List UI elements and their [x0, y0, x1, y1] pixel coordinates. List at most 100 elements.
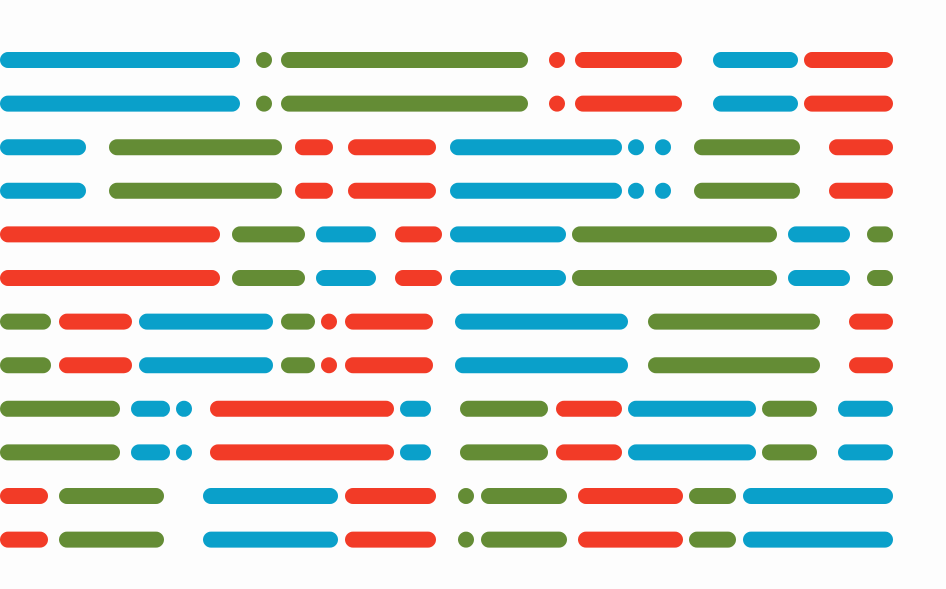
green-dash — [481, 488, 567, 504]
green-dash — [460, 444, 548, 461]
green-dash — [0, 357, 51, 374]
blue-dash — [139, 357, 273, 374]
red-dash — [829, 182, 893, 199]
red-dash — [578, 531, 683, 548]
red-dot — [549, 52, 565, 68]
red-dash — [345, 357, 433, 374]
green-dash — [762, 400, 817, 417]
blue-dash — [400, 400, 431, 417]
red-dash — [345, 313, 433, 330]
blue-dash — [316, 226, 376, 243]
blue-dash — [0, 95, 240, 112]
blue-dot — [176, 444, 192, 461]
dash-rows — [0, 52, 893, 548]
blue-dash — [713, 52, 798, 68]
green-dash — [694, 182, 800, 199]
red-dash — [295, 139, 333, 156]
green-dash — [648, 313, 820, 330]
blue-dot — [655, 182, 671, 199]
red-dash — [59, 357, 132, 374]
green-dash — [232, 270, 305, 286]
dash-row — [0, 488, 893, 504]
green-dash — [281, 357, 315, 374]
blue-dash — [203, 531, 338, 548]
green-dash — [281, 95, 528, 112]
dash-row — [0, 52, 893, 68]
green-dash — [867, 226, 893, 243]
red-dot — [549, 95, 565, 112]
green-dash — [59, 488, 164, 504]
red-dash — [556, 400, 622, 417]
green-dash — [762, 444, 817, 461]
blue-dash — [455, 357, 628, 374]
dash-row — [0, 444, 893, 461]
blue-dash — [139, 313, 273, 330]
blue-dash — [450, 226, 566, 243]
red-dash — [210, 400, 394, 417]
red-dash — [395, 270, 442, 286]
red-dash — [575, 52, 682, 68]
red-dash — [575, 95, 682, 112]
red-dash — [345, 531, 436, 548]
red-dash — [0, 531, 48, 548]
dash-row — [0, 182, 893, 199]
dash-row — [0, 270, 893, 286]
blue-dash — [743, 488, 893, 504]
blue-dash — [788, 270, 850, 286]
green-dash — [0, 400, 120, 417]
blue-dash — [316, 270, 376, 286]
blue-dash — [743, 531, 893, 548]
green-dash — [689, 531, 736, 548]
blue-dash — [131, 444, 170, 461]
dash-row — [0, 139, 893, 156]
red-dash — [210, 444, 394, 461]
red-dash — [59, 313, 132, 330]
red-dash — [0, 270, 220, 286]
green-dot — [256, 52, 272, 68]
blue-dash — [838, 444, 893, 461]
green-dash — [109, 182, 282, 199]
blue-dash — [788, 226, 850, 243]
blue-dot — [655, 139, 671, 156]
green-dot — [458, 488, 474, 504]
red-dot — [321, 313, 337, 330]
red-dash — [556, 444, 622, 461]
red-dash — [0, 488, 48, 504]
dash-row — [0, 357, 893, 374]
green-dash — [281, 313, 315, 330]
red-dash — [578, 488, 683, 504]
blue-dot — [176, 400, 192, 417]
dash-row — [0, 313, 893, 330]
blue-dash — [203, 488, 338, 504]
blue-dash — [628, 444, 756, 461]
dash-row — [0, 400, 893, 417]
blue-dash — [0, 182, 86, 199]
blue-dash — [450, 139, 622, 156]
red-dash — [829, 139, 893, 156]
green-dash — [572, 270, 777, 286]
blue-dash — [838, 400, 893, 417]
red-dash — [345, 488, 436, 504]
red-dash — [348, 182, 436, 199]
red-dash — [295, 182, 333, 199]
red-dot — [321, 357, 337, 374]
blue-dash — [450, 182, 622, 199]
red-dash — [395, 226, 442, 243]
blue-dash — [0, 139, 86, 156]
red-dash — [804, 95, 893, 112]
green-dash — [59, 531, 164, 548]
green-dash — [0, 444, 120, 461]
green-dash — [109, 139, 282, 156]
dash-row — [0, 226, 893, 243]
blue-dash — [455, 313, 628, 330]
green-dash — [572, 226, 777, 243]
dash-row — [0, 531, 893, 548]
green-dash — [460, 400, 548, 417]
red-dash — [849, 357, 893, 374]
green-dash — [867, 270, 893, 286]
green-dash — [689, 488, 736, 504]
blue-dash — [131, 400, 170, 417]
green-dash — [648, 357, 820, 374]
blue-dot — [628, 139, 644, 156]
